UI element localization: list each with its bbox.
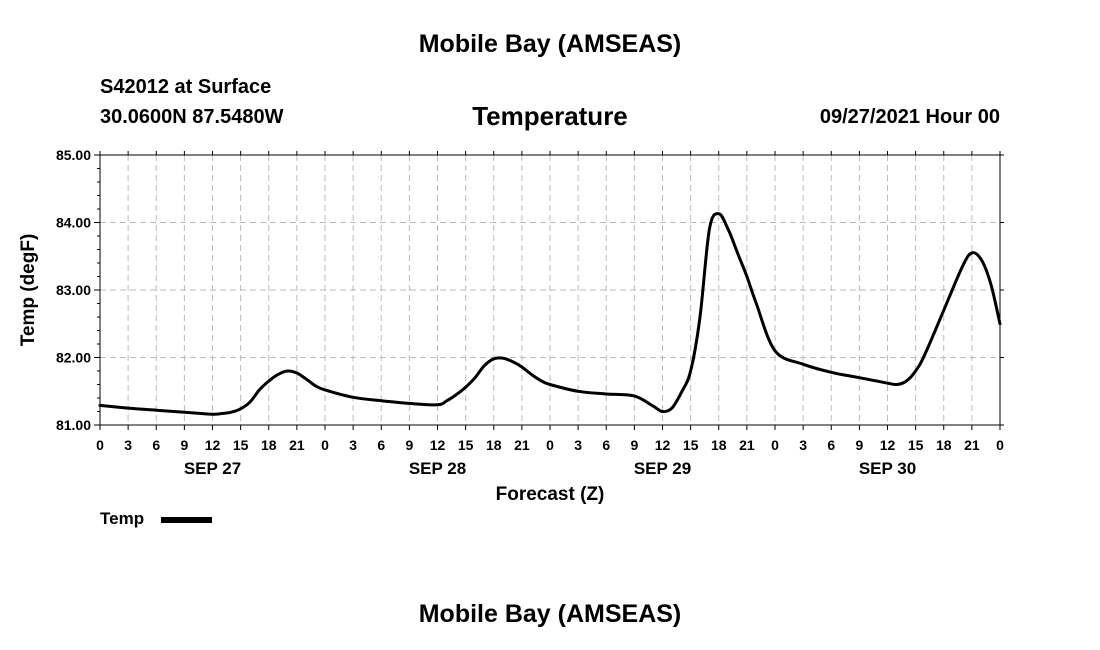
coordinates-label: 30.0600N 87.5480W (100, 106, 284, 128)
x-tick-label: 21 (739, 437, 755, 453)
day-label: SEP 30 (859, 459, 916, 478)
x-tick-label: 9 (630, 437, 638, 453)
day-label: SEP 29 (634, 459, 691, 478)
x-tick-label: 9 (855, 437, 863, 453)
axis-ticks (94, 151, 1004, 430)
x-tick-label: 12 (205, 437, 221, 453)
temp-series-line (98, 212, 1002, 416)
x-tick-label: 21 (964, 437, 980, 453)
x-tick-label: 15 (908, 437, 924, 453)
x-tick-label: 18 (711, 437, 727, 453)
x-tick-label: 3 (574, 437, 582, 453)
chart-title: Mobile Bay (AMSEAS) (418, 30, 682, 58)
x-tick-label: 0 (546, 437, 554, 453)
x-tick-label: 18 (261, 437, 277, 453)
x-tick-label: 9 (180, 437, 188, 453)
x-tick-label: 6 (602, 437, 610, 453)
forecast-datetime: 09/27/2021 Hour 00 (819, 106, 1000, 128)
x-tick-label: 15 (458, 437, 474, 453)
x-tick-label: 12 (655, 437, 671, 453)
x-tick-label: 15 (683, 437, 699, 453)
x-tick-label: 6 (152, 437, 160, 453)
parameter-title: Temperature (472, 101, 628, 131)
x-tick-label: 0 (321, 437, 329, 453)
x-tick-label: 18 (936, 437, 952, 453)
station-label: S42012 at Surface (100, 76, 272, 98)
x-tick-label: 3 (349, 437, 357, 453)
axis-labels: 0 3 6 9 12 15 18 21 0 3 6 9 12 15 18 21 0 3 6 9 12 15 18 21 0 3 6 9… (56, 147, 1004, 478)
x-tick-label: 12 (880, 437, 896, 453)
x-tick-label: 9 (405, 437, 413, 453)
y-tick-label: 83.00 (56, 282, 91, 298)
x-tick-label: 3 (124, 437, 132, 453)
y-tick-label: 85.00 (56, 147, 91, 163)
x-axis-label: Forecast (Z) (496, 484, 605, 505)
x-tick-label: 21 (289, 437, 305, 453)
x-tick-label: 18 (486, 437, 502, 453)
y-tick-label: 82.00 (56, 350, 91, 366)
legend-swatch (161, 517, 212, 523)
footer-title: Mobile Bay (AMSEAS) (418, 600, 682, 628)
grid-lines (100, 155, 1000, 425)
x-tick-label: 12 (430, 437, 446, 453)
y-tick-label: 84.00 (56, 215, 91, 231)
day-label: SEP 27 (184, 459, 241, 478)
x-tick-label: 6 (377, 437, 385, 453)
y-tick-label: 81.00 (56, 417, 91, 433)
x-tick-label: 6 (827, 437, 835, 453)
x-tick-label: 0 (771, 437, 779, 453)
day-label: SEP 28 (409, 459, 466, 478)
y-axis-label: Temp (degF) (18, 234, 39, 347)
x-tick-label: 3 (799, 437, 807, 453)
x-tick-label: 21 (514, 437, 530, 453)
legend-label: Temp (100, 509, 145, 528)
x-tick-label: 0 (96, 437, 104, 453)
x-tick-label: 15 (233, 437, 249, 453)
x-tick-label: 0 (996, 437, 1004, 453)
